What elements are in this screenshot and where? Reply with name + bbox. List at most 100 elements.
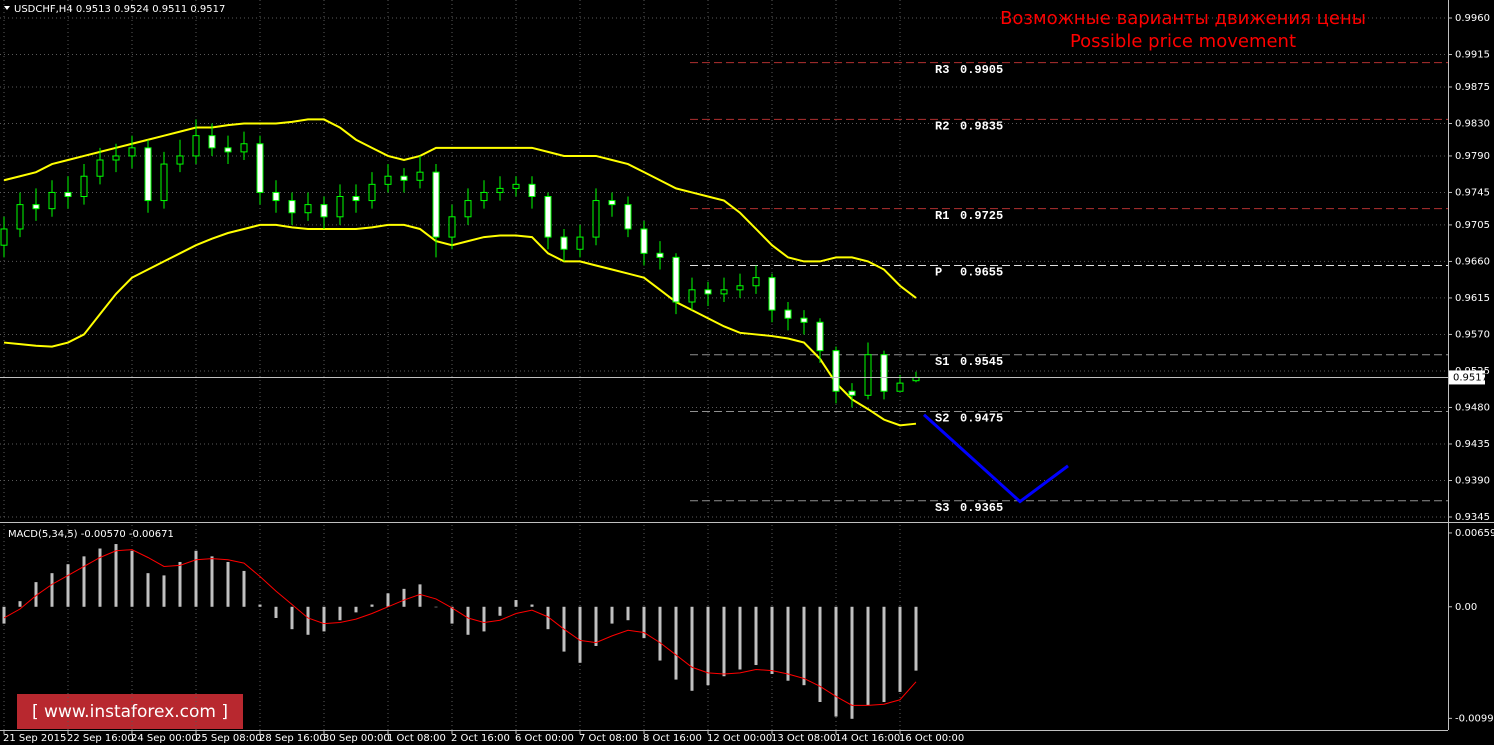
macd-bar [642, 606, 646, 639]
pivot-name: S1 [935, 355, 949, 369]
macd-bar [674, 606, 678, 680]
candle-body [768, 277, 776, 311]
candle-body [16, 204, 24, 230]
y-tick-label: 0.00659 [1455, 528, 1494, 539]
y-tick-label: 0.9390 [1455, 475, 1490, 486]
y-tick-label: 0.9705 [1455, 220, 1490, 231]
macd-bar [98, 548, 102, 607]
macd-bar [226, 561, 230, 607]
signal-line [3, 549, 917, 706]
pivot-value: 0.9365 [960, 501, 1003, 515]
x-tick-label: 30 Sep 00:00 [323, 733, 390, 744]
macd-bar [178, 561, 182, 607]
macd-bar [242, 570, 246, 607]
macd-bar [50, 573, 54, 607]
y-tick-label: 0.9660 [1455, 256, 1490, 267]
macd-bar [866, 606, 870, 706]
x-tick-label: 7 Oct 08:00 [579, 733, 638, 744]
macd-bar [498, 606, 502, 616]
macd-bar [418, 584, 422, 607]
candle-body [208, 135, 216, 149]
y-tick-label: 0.9480 [1455, 402, 1490, 413]
candle-body [384, 175, 392, 185]
pivot-name: R1 [935, 209, 949, 223]
candle-body [288, 200, 296, 214]
candle-body [592, 200, 600, 238]
macd-bar [818, 606, 822, 702]
candle-body [432, 171, 440, 238]
candle-body [704, 289, 712, 295]
y-tick-label: 0.9345 [1455, 512, 1490, 523]
macd-bar [258, 604, 262, 607]
pivot-name: P [935, 266, 942, 280]
macd-bar [578, 606, 582, 663]
candle-body [752, 277, 760, 287]
macd-bar [2, 606, 6, 624]
annotation: Возможные варианты движения цены [1000, 8, 1366, 29]
pivot-value: 0.9545 [960, 355, 1003, 369]
macd-bar [18, 601, 22, 607]
macd-bar [834, 606, 838, 717]
macd-bar [386, 593, 390, 607]
macd-bar [914, 606, 918, 671]
macd-bar [82, 556, 86, 607]
candle-body [48, 191, 56, 210]
candle-body [240, 143, 248, 153]
candle-body [96, 159, 104, 177]
y-tick-label: 0.9830 [1455, 118, 1490, 129]
x-tick-label: 14 Oct 16:00 [835, 733, 900, 744]
candle-body [80, 175, 88, 198]
macd-bar [66, 564, 70, 607]
candle-body [64, 191, 72, 198]
macd-bar [450, 606, 454, 624]
macd-bar [802, 606, 806, 686]
macd-bar [130, 550, 134, 607]
y-tick-label: 0.9745 [1455, 187, 1490, 198]
candle-body [736, 285, 744, 291]
candle-body [688, 289, 696, 303]
macd-bar [34, 582, 38, 607]
y-tick-label: 0.9615 [1455, 293, 1490, 304]
macd-bar [370, 604, 374, 607]
macd-bar [530, 604, 534, 607]
pivot-name: S2 [935, 412, 949, 426]
candle-body [560, 236, 568, 250]
candle-body [624, 204, 632, 230]
bollinger-band [3, 223, 917, 427]
candle-body [416, 171, 424, 181]
macd-bar [434, 606, 438, 608]
x-tick-label: 6 Oct 00:00 [515, 733, 574, 744]
candle-body [544, 196, 552, 238]
pivot-value: 0.9905 [960, 63, 1003, 77]
macd-bar [162, 575, 166, 607]
candle-body [272, 191, 280, 202]
candle-body [160, 163, 168, 202]
macd-bar [850, 606, 854, 719]
y-tick-label: 0.9570 [1455, 329, 1490, 340]
bollinger-band [3, 118, 917, 299]
macd-bar [402, 588, 406, 607]
candle-body [816, 321, 824, 352]
x-tick-label: 28 Sep 16:00 [259, 733, 326, 744]
macd-bar [754, 606, 758, 666]
candle-body [304, 204, 312, 214]
macd-bar [594, 606, 598, 646]
candle-body [464, 200, 472, 218]
candle-body [864, 354, 872, 396]
candle-body [512, 183, 520, 189]
candle-body [608, 200, 616, 206]
candle-body [480, 191, 488, 202]
macd-bar [306, 606, 310, 635]
pivot-name: R3 [935, 63, 949, 77]
macd-bar [482, 606, 486, 632]
candle-body [112, 155, 120, 161]
candle-body [336, 196, 344, 218]
y-tick-label: 0.9875 [1455, 82, 1490, 93]
y-tick-label: -0.00996 [1455, 713, 1494, 724]
macd-title: MACD(5,34,5) -0.00570 -0.00671 [8, 529, 174, 540]
candle-body [400, 175, 408, 181]
x-tick-label: 12 Oct 00:00 [707, 733, 772, 744]
macd-bar [882, 606, 886, 702]
